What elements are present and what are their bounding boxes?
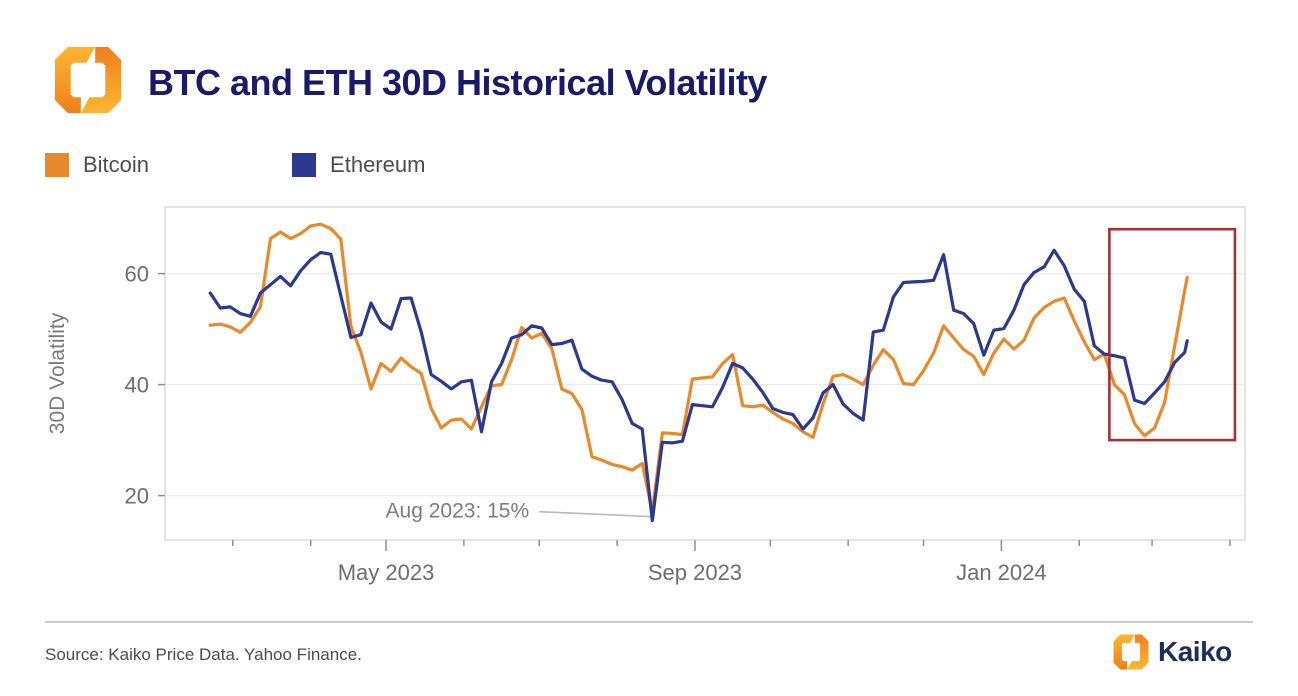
footer-brand: Kaiko [1112,633,1232,671]
legend-swatch-ethereum [292,153,317,177]
source-text: Source: Kaiko Price Data. Yahoo Finance. [45,645,362,664]
plot-border [164,206,1246,541]
series-line-ethereum [208,248,1189,523]
footer-brand-name: Kaiko [1158,636,1232,667]
legend-label-bitcoin: Bitcoin [83,152,150,177]
ytick-label-40: 40 [125,373,149,398]
ytick-label-20: 20 [125,484,149,509]
chart-legend: Bitcoin Ethereum [45,152,425,178]
footer-divider [45,621,1253,623]
y-axis-title: 30D Volatility [46,312,69,434]
volatility-line-chart: 20 40 60 30D Volatility May 2023 Sep 2023 Jan … [46,206,1246,585]
xtick-label-2024-01-01: Jan 2024 [956,560,1047,585]
kaiko-logo-mark [52,44,124,116]
legend-label-ethereum: Ethereum [330,152,426,177]
annotation-text: Aug 2023: 15% [386,500,530,523]
page-title: BTC and ETH 30D Historical Volatility [148,62,767,103]
series-line-bitcoin [208,222,1189,514]
legend-swatch-bitcoin [45,153,69,177]
ytick-label-60: 60 [125,262,149,287]
highlight-box-recent-period [1108,227,1237,442]
kaiko-logo-icon [54,46,122,114]
kaiko-footer-logo-icon [1113,634,1149,670]
annotation-leader-line [539,510,653,518]
xtick-label-2023-09-01: Sep 2023 [648,560,742,585]
xtick-label-2023-05-01: May 2023 [338,560,435,585]
